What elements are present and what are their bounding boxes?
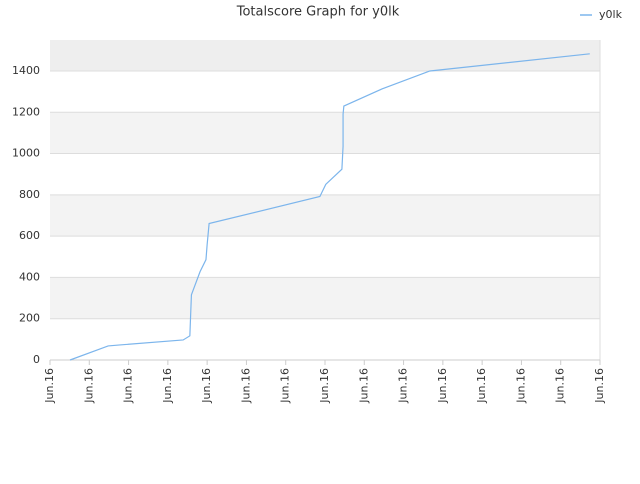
x-tick-label: Jun.16 [279,368,292,404]
legend-label: y0lk [599,8,623,21]
x-tick-label: Jun.16 [357,368,370,404]
y-tick-label: 600 [19,229,40,242]
plot-band [50,40,600,71]
y-tick-label: 0 [33,353,40,366]
x-tick-label: Jun.16 [436,368,449,404]
y-tick-label: 200 [19,312,40,325]
y-tick-label: 400 [19,270,40,283]
x-tick-label: Jun.16 [122,368,135,404]
x-tick-label: Jun.16 [239,368,252,404]
x-tick-label: Jun.16 [593,368,606,404]
plot-band [50,277,600,319]
x-tick-label: Jun.16 [554,368,567,404]
x-tick-label: Jun.16 [200,368,213,404]
x-tick-label: Jun.16 [161,368,174,404]
line-series [69,53,590,361]
x-tick-label: Jun.16 [514,368,527,404]
x-tick-label: Jun.16 [318,368,331,404]
x-tick-label: Jun.16 [82,368,95,404]
plot-band [50,194,600,237]
x-tick-label: Jun.16 [397,368,410,404]
y-tick-label: 800 [19,188,40,201]
chart-title: Totalscore Graph for y0lk [236,5,400,20]
plot-band [50,112,600,154]
y-tick-label: 1200 [12,105,40,118]
x-tick-label: Jun.16 [43,368,56,404]
y-tick-label: 1400 [12,64,40,77]
x-tick-label: Jun.16 [475,368,488,404]
y-tick-label: 1000 [12,147,40,160]
